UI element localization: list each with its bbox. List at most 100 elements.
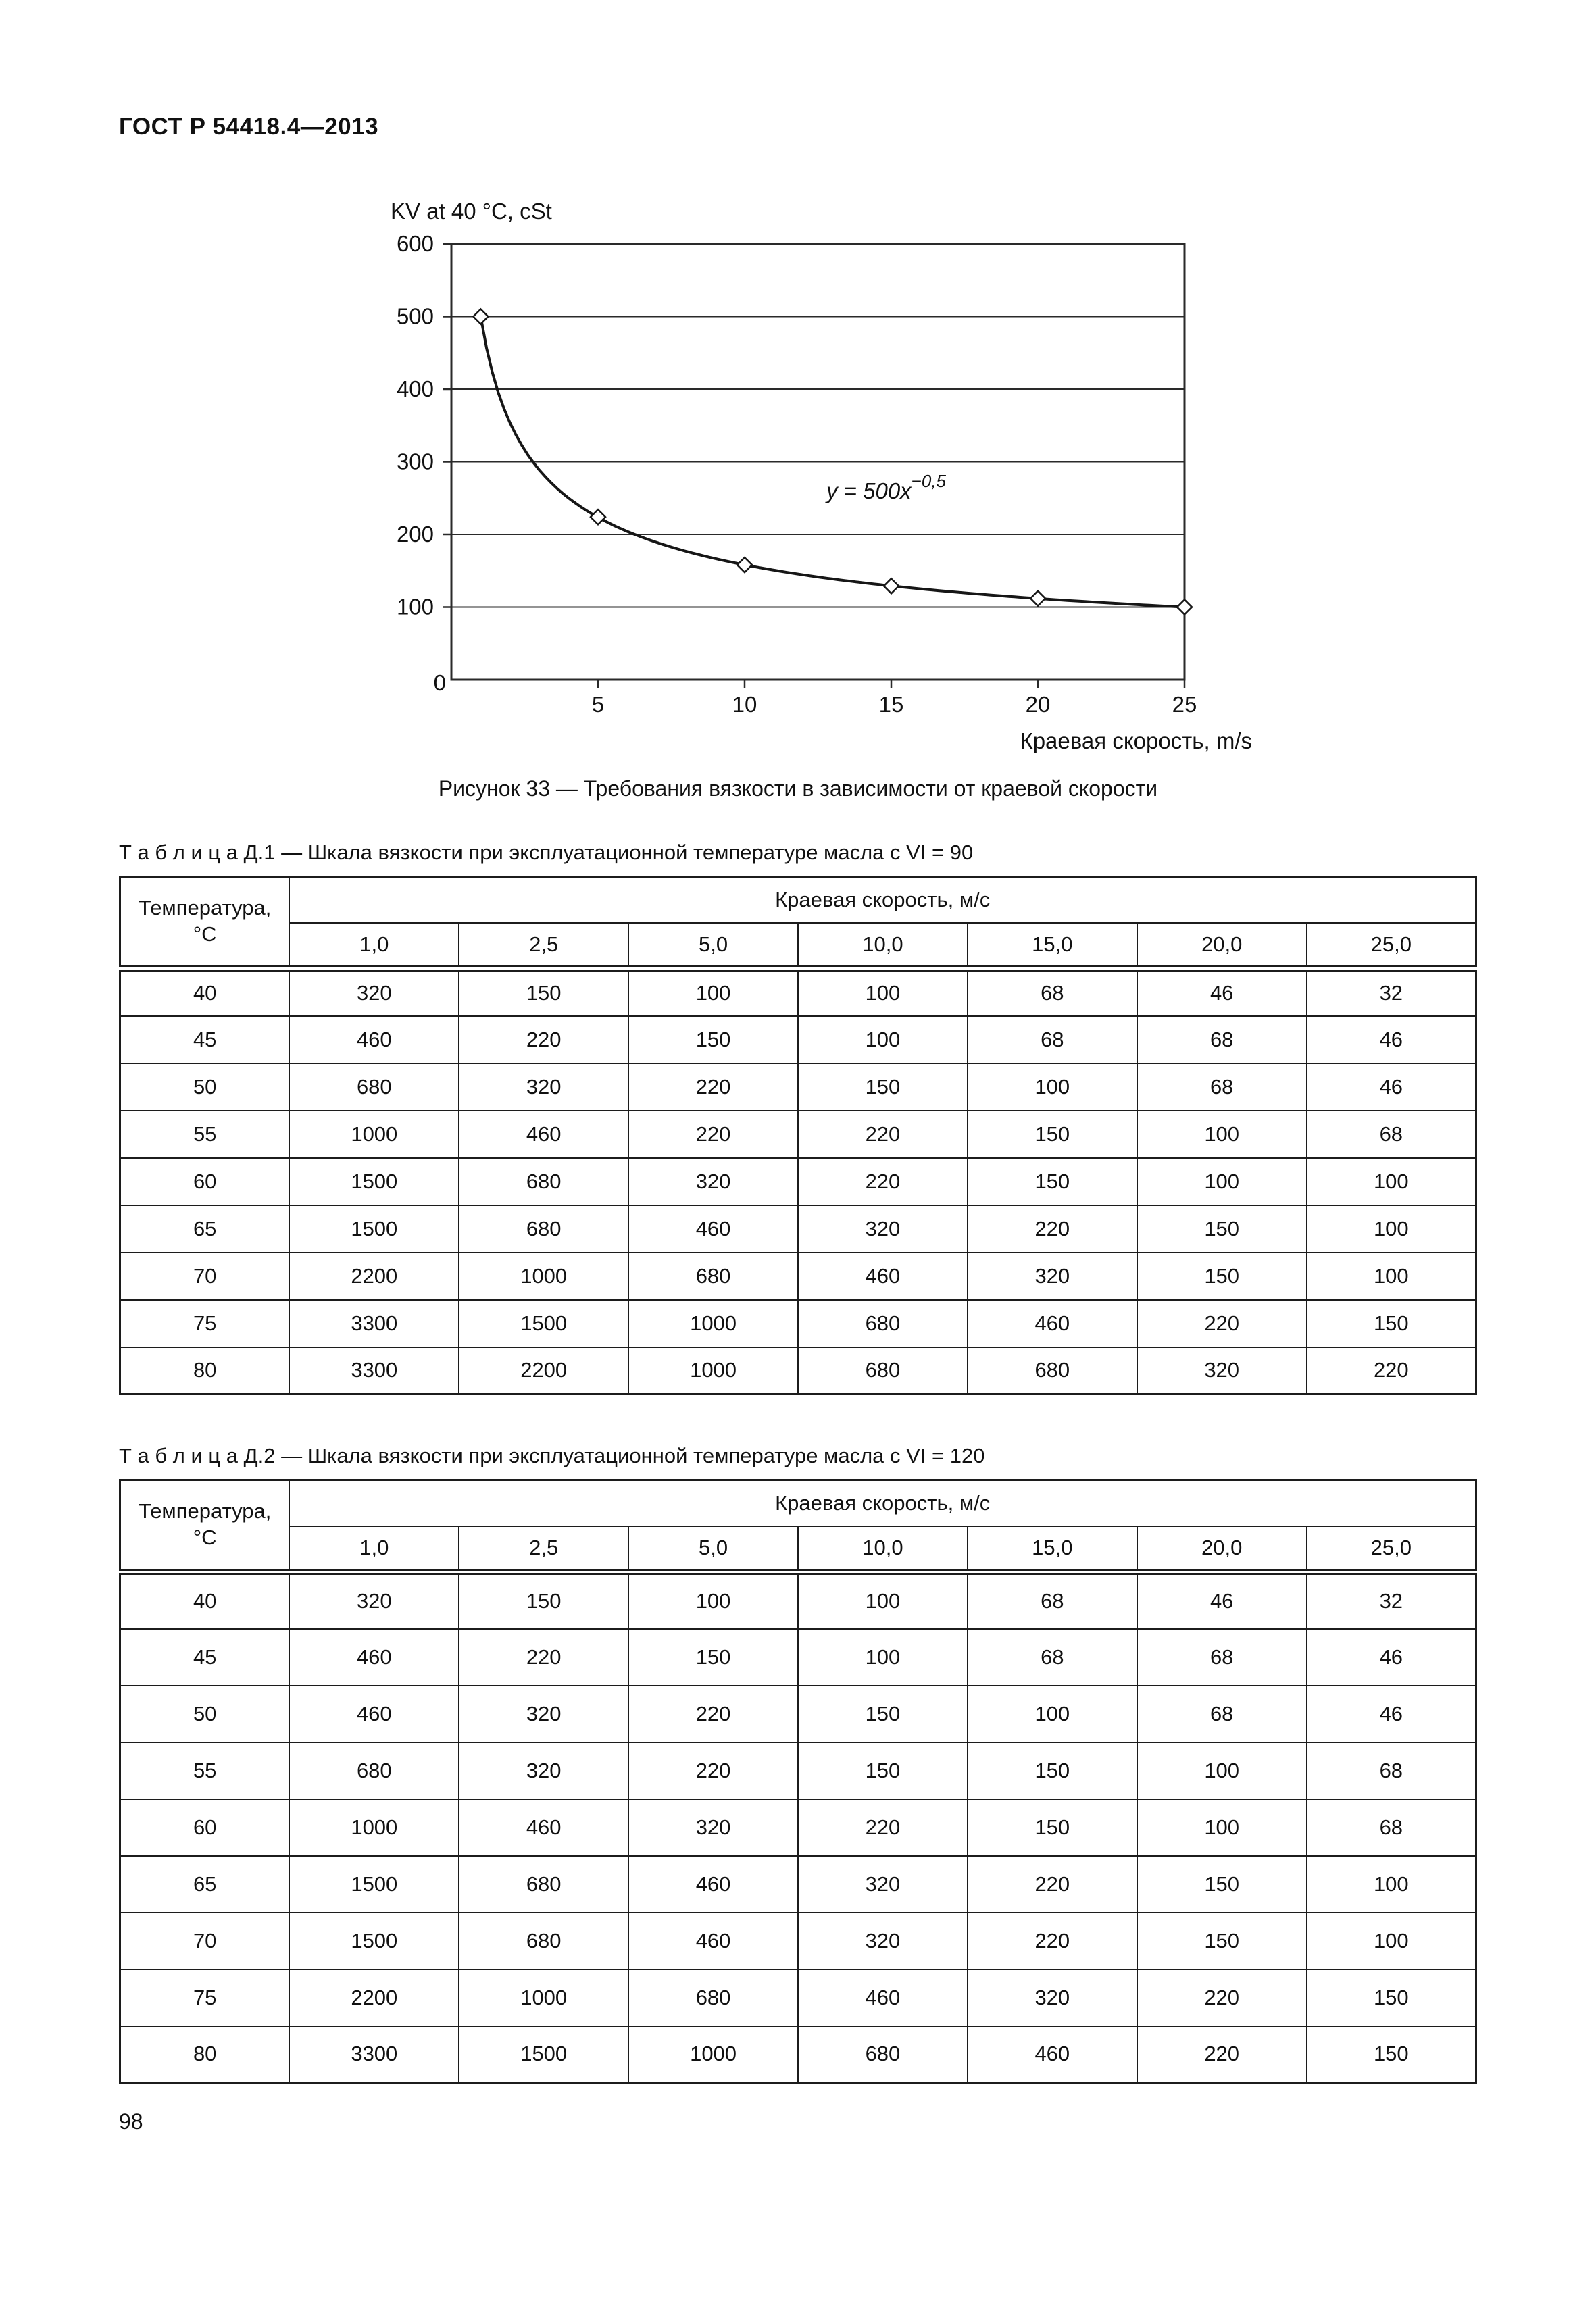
viscosity-cell: 68 [1136, 1628, 1307, 1686]
viscosity-cell: 460 [966, 1299, 1138, 1348]
viscosity-cell: 320 [458, 1684, 630, 1743]
temperature-cell: 45 [119, 1628, 291, 1686]
table-row: 55 1000 460 220 220 150 100 68 [119, 1109, 1477, 1159]
x-tick-label: 25 [1172, 692, 1197, 717]
viscosity-cell: 1000 [289, 1109, 460, 1159]
viscosity-cell: 680 [628, 1251, 799, 1301]
viscosity-cell: 1000 [458, 1968, 630, 2027]
viscosity-cell: 68 [966, 1015, 1138, 1064]
y-tick-label: 600 [397, 231, 434, 256]
viscosity-cell: 100 [1305, 1911, 1477, 1970]
temperature-cell: 55 [119, 1109, 291, 1159]
table-d2-section: Т а б л и ц а Д.2 — Шкала вязкости при э… [119, 1444, 1477, 2084]
viscosity-cell: 220 [966, 1855, 1138, 1913]
viscosity-cell: 320 [289, 1571, 460, 1630]
origin-label: 0 [434, 670, 446, 695]
viscosity-cell: 680 [289, 1062, 460, 1111]
viscosity-cell: 2200 [289, 1968, 460, 2027]
viscosity-cell: 100 [797, 1015, 968, 1064]
viscosity-cell: 460 [797, 1968, 968, 2027]
viscosity-cell: 150 [1305, 2025, 1477, 2084]
table-row: 70 1500 680 460 320 220 150 100 [119, 1911, 1477, 1970]
temperature-cell: 45 [119, 1015, 291, 1064]
viscosity-cell: 680 [458, 1157, 630, 1206]
viscosity-chart: 100 200 300 400 500 600 0 5 10 15 20 25 KV at 40 °C,… [391, 199, 1252, 753]
viscosity-cell: 100 [1136, 1157, 1307, 1206]
table-row: 80 3300 1500 1000 680 460 220 150 [119, 2025, 1477, 2084]
viscosity-cell: 460 [458, 1109, 630, 1159]
viscosity-cell: 100 [1136, 1798, 1307, 1857]
viscosity-cell: 1000 [289, 1798, 460, 1857]
temperature-cell: 50 [119, 1684, 291, 1743]
viscosity-cell: 320 [458, 1741, 630, 1800]
viscosity-cell: 100 [966, 1062, 1138, 1111]
temperature-column-header: Температура, °С [119, 876, 291, 972]
y-tick-label: 200 [397, 522, 434, 547]
viscosity-cell: 320 [458, 1062, 630, 1111]
viscosity-cell: 150 [1136, 1911, 1307, 1970]
speed-column-header: 2,5 [458, 922, 630, 972]
viscosity-cell: 2200 [458, 1346, 630, 1395]
viscosity-cell: 320 [1136, 1346, 1307, 1395]
table-row: 80 3300 2200 1000 680 680 320 220 [119, 1346, 1477, 1395]
temperature-cell: 50 [119, 1062, 291, 1111]
x-tick-label: 5 [592, 692, 604, 717]
viscosity-cell: 46 [1305, 1015, 1477, 1064]
speed-column-header: 20,0 [1136, 922, 1307, 972]
viscosity-cell: 1000 [458, 1251, 630, 1301]
viscosity-cell: 100 [1305, 1204, 1477, 1253]
viscosity-cell: 46 [1136, 1571, 1307, 1630]
table-header-row: Температура, °С Краевая скорость, м/с [119, 1479, 1477, 1575]
viscosity-cell: 3300 [289, 1346, 460, 1395]
viscosity-cell: 220 [1305, 1346, 1477, 1395]
viscosity-cell: 150 [1136, 1855, 1307, 1913]
data-point-marker [736, 556, 753, 574]
table-row: 70 2200 1000 680 460 320 150 100 [119, 1251, 1477, 1301]
viscosity-cell: 1500 [458, 2025, 630, 2084]
viscosity-cell: 460 [289, 1684, 460, 1743]
table-d1-title: Т а б л и ц а Д.1 — Шкала вязкости при э… [119, 840, 974, 864]
viscosity-cell: 1500 [458, 1299, 630, 1348]
viscosity-cell: 100 [797, 1628, 968, 1686]
viscosity-cell: 680 [458, 1911, 630, 1970]
viscosity-cell: 680 [966, 1346, 1138, 1395]
figure-caption: Рисунок 33 — Требования вязкости в завис… [438, 776, 1158, 801]
viscosity-cell: 220 [966, 1204, 1138, 1253]
viscosity-cell: 100 [1305, 1251, 1477, 1301]
viscosity-cell: 46 [1305, 1628, 1477, 1686]
viscosity-cell: 150 [458, 967, 630, 1017]
viscosity-cell: 100 [628, 967, 799, 1017]
viscosity-cell: 220 [628, 1741, 799, 1800]
viscosity-cell: 100 [966, 1684, 1138, 1743]
viscosity-cell: 460 [966, 2025, 1138, 2084]
viscosity-cell: 220 [1136, 1968, 1307, 2027]
viscosity-cell: 100 [1136, 1741, 1307, 1800]
viscosity-cell: 100 [1305, 1855, 1477, 1913]
speed-group-header: Краевая скорость, м/с [289, 1479, 1477, 1527]
viscosity-cell: 320 [966, 1251, 1138, 1301]
viscosity-cell: 460 [628, 1911, 799, 1970]
viscosity-cell: 680 [797, 1346, 968, 1395]
viscosity-cell: 100 [628, 1571, 799, 1630]
temperature-cell: 80 [119, 2025, 291, 2084]
viscosity-cell: 320 [628, 1798, 799, 1857]
data-point-marker [882, 577, 900, 595]
speed-column-header: 25,0 [1305, 922, 1477, 972]
y-axis-title: KV at 40 °C, cSt [391, 199, 552, 224]
temperature-cell: 75 [119, 1299, 291, 1348]
speed-column-header: 25,0 [1305, 1525, 1477, 1575]
viscosity-cell: 100 [1305, 1157, 1477, 1206]
viscosity-cell: 100 [797, 967, 968, 1017]
viscosity-cell: 220 [458, 1628, 630, 1686]
speed-column-header: 5,0 [628, 922, 799, 972]
viscosity-cell: 220 [966, 1911, 1138, 1970]
viscosity-cell: 150 [628, 1628, 799, 1686]
viscosity-cell: 68 [1136, 1015, 1307, 1064]
speed-column-header: 10,0 [797, 922, 968, 972]
doc-number: ГОСТ Р 54418.4—2013 [119, 114, 379, 140]
viscosity-cell: 680 [289, 1741, 460, 1800]
viscosity-cell: 46 [1136, 967, 1307, 1017]
viscosity-cell: 68 [1136, 1684, 1307, 1743]
table-row: 55 680 320 220 150 150 100 68 [119, 1741, 1477, 1800]
viscosity-cell: 150 [966, 1157, 1138, 1206]
